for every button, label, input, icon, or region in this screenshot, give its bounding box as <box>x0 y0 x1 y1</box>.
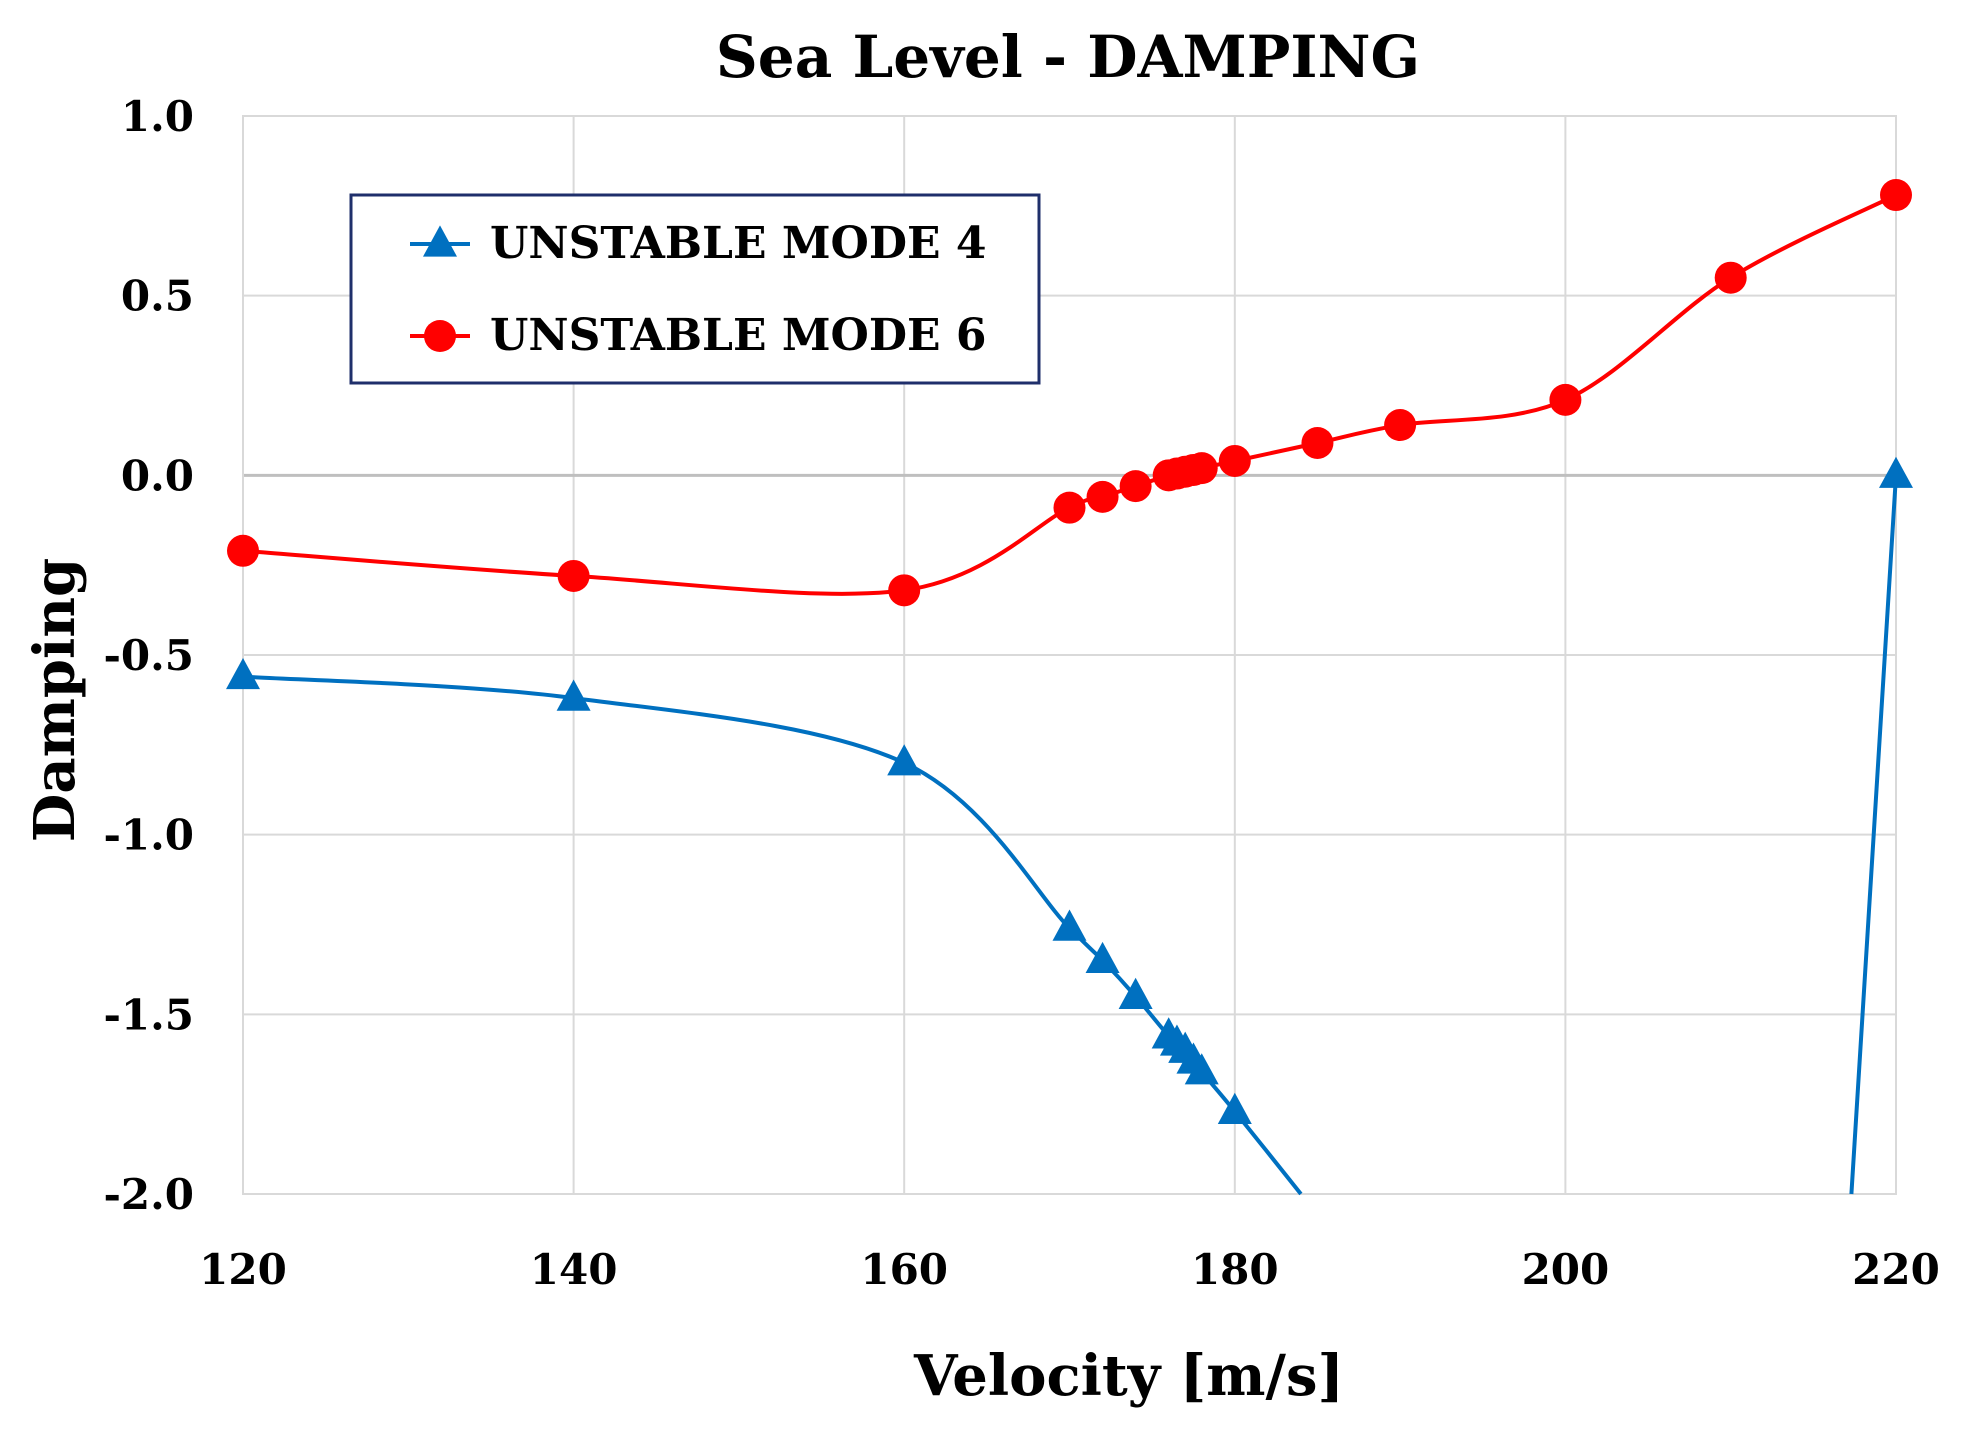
data-point-mode-4 <box>556 679 591 711</box>
y-axis-ticks: 1.0 0.5 0.0 -0.5 -1.0 -1.5 -2.0 <box>103 92 194 1219</box>
y-tick-label: -1.0 <box>103 811 194 860</box>
legend-label-mode-4: UNSTABLE MODE 4 <box>490 218 986 269</box>
x-tick-label: 160 <box>860 1245 948 1294</box>
data-point-mode-4 <box>887 744 922 776</box>
data-point-mode-4 <box>1184 1053 1219 1085</box>
y-tick-label: 0.5 <box>121 272 194 321</box>
data-point-mode-6 <box>1384 409 1417 442</box>
y-tick-label: 1.0 <box>121 92 194 141</box>
data-point-mode-6 <box>1053 491 1086 524</box>
data-point-mode-6 <box>1301 426 1334 459</box>
data-point-mode-6 <box>1880 179 1912 212</box>
data-point-mode-6 <box>1218 444 1251 477</box>
plot-area-border <box>242 115 1897 1195</box>
x-tick-label: 180 <box>1191 1245 1279 1294</box>
data-point-mode-6 <box>557 559 590 592</box>
data-point-mode-6 <box>1119 470 1152 503</box>
legend-marker-triangle <box>423 225 457 257</box>
x-axis-ticks: 120 140 160 180 200 220 <box>199 1245 1940 1294</box>
data-point-mode-6 <box>1549 383 1582 416</box>
data-point-mode-4 <box>1118 977 1153 1009</box>
x-tick-label: 120 <box>199 1245 287 1294</box>
y-axis-title: Damping <box>22 558 88 842</box>
x-axis-title: Velocity [m/s] <box>913 1343 1344 1409</box>
data-point-mode-6 <box>1714 261 1747 294</box>
x-tick-label: 140 <box>530 1245 618 1294</box>
x-tick-label: 220 <box>1852 1245 1940 1294</box>
y-tick-label: 0.0 <box>121 451 194 500</box>
data-point-mode-6 <box>1185 452 1218 485</box>
y-tick-label: -1.5 <box>103 990 194 1039</box>
data-point-mode-4 <box>1052 909 1087 941</box>
series-markers <box>226 179 1913 1124</box>
legend-marker-circle <box>424 320 456 352</box>
data-point-mode-4 <box>226 657 260 690</box>
series-line-mode-4 <box>242 674 1303 1196</box>
y-tick-label: -2.0 <box>103 1170 194 1219</box>
y-tick-label: -0.5 <box>103 631 194 680</box>
data-point-mode-6 <box>1086 480 1119 513</box>
data-point-mode-4 <box>1879 456 1913 488</box>
x-tick-label: 200 <box>1522 1245 1610 1294</box>
series-line-mode-4 <box>1849 475 1898 1195</box>
data-point-mode-4 <box>1085 941 1120 974</box>
data-point-mode-4 <box>1217 1092 1252 1124</box>
data-point-mode-6 <box>888 574 921 607</box>
data-point-mode-6 <box>227 534 259 567</box>
legend-box <box>349 193 1041 385</box>
legend: UNSTABLE MODE 4 UNSTABLE MODE 6 <box>349 193 1041 385</box>
chart-title: Sea Level - DAMPING <box>716 23 1420 91</box>
legend-label-mode-6: UNSTABLE MODE 6 <box>490 310 986 361</box>
